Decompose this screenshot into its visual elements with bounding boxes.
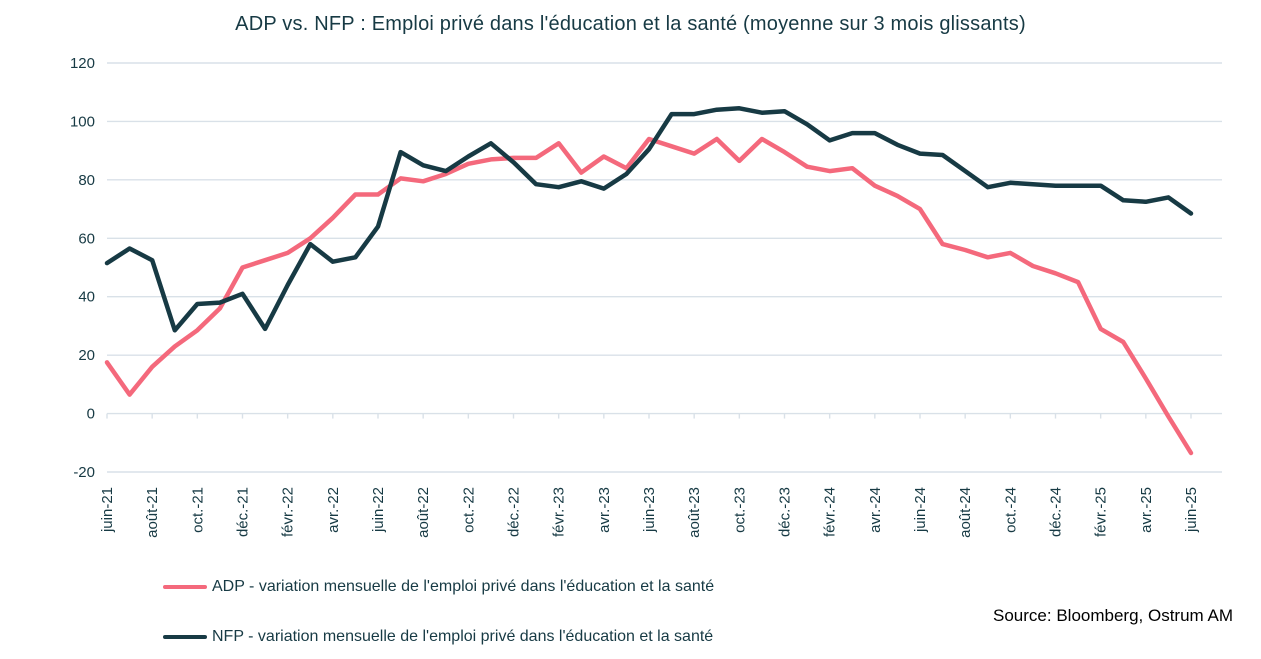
- x-tick-label: avr.-25: [1138, 487, 1155, 533]
- x-tick-label: févr.-25: [1093, 487, 1110, 537]
- x-tick-label: oct.-21: [189, 487, 206, 533]
- chart-title: ADP vs. NFP : Emploi privé dans l'éducat…: [235, 13, 1026, 35]
- nfp-legend-swatch: [163, 635, 207, 639]
- nfp-line: [104, 106, 1194, 333]
- y-tick-label: 40: [78, 289, 95, 306]
- x-tick-label: août-21: [144, 487, 161, 538]
- x-tick-label: juin-21: [99, 487, 116, 533]
- y-tick-label: 120: [70, 55, 95, 72]
- legend-item-nfp: NFP - variation mensuelle de l'emploi pr…: [163, 628, 713, 646]
- y-tick-label: 80: [78, 172, 95, 189]
- legend-item-adp: ADP - variation mensuelle de l'emploi pr…: [163, 578, 714, 596]
- x-tick-label: déc.-23: [777, 487, 794, 537]
- x-tick-label: déc.-24: [1048, 487, 1065, 537]
- x-tick-label: avr.-24: [867, 487, 884, 533]
- x-tick-label: juin-24: [912, 487, 929, 533]
- x-tick-label: avr.-22: [325, 487, 342, 533]
- x-tick-label: août-24: [957, 487, 974, 538]
- x-tick-label: févr.-23: [551, 487, 568, 537]
- x-tick-label: juin-22: [370, 487, 387, 533]
- x-tick-label: juin-23: [641, 487, 658, 533]
- x-tick-label: févr.-24: [822, 487, 839, 537]
- x-tick-label: août-22: [415, 487, 432, 538]
- x-tick-label: août-23: [686, 487, 703, 538]
- nfp-legend-label: NFP - variation mensuelle de l'emploi pr…: [212, 628, 714, 645]
- y-tick-label: 60: [78, 230, 95, 247]
- y-tick-label: 0: [87, 406, 95, 423]
- adp-legend-swatch: [163, 585, 207, 589]
- adp-legend-label: ADP - variation mensuelle de l'emploi pr…: [212, 578, 715, 595]
- y-tick-label: 20: [78, 347, 95, 364]
- x-tick-label: oct.-24: [1002, 487, 1019, 533]
- x-tick-label: déc.-22: [506, 487, 523, 537]
- adp-line: [104, 136, 1194, 456]
- x-tick-label: oct.-23: [731, 487, 748, 533]
- x-tick-label: déc.-21: [235, 487, 252, 537]
- source-note: Source: Bloomberg, Ostrum AM: [993, 606, 1233, 625]
- x-tick-label: oct.-22: [460, 487, 477, 533]
- y-tick-label: -20: [73, 464, 95, 481]
- x-tick-label: févr.-22: [280, 487, 297, 537]
- x-tick-label: juin-25: [1183, 487, 1200, 533]
- y-tick-label: 100: [70, 113, 95, 130]
- x-tick-label: avr.-23: [596, 487, 613, 533]
